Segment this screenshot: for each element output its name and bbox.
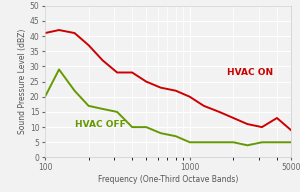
X-axis label: Frequency (One-Third Octave Bands): Frequency (One-Third Octave Bands) (98, 175, 238, 184)
Y-axis label: Sound Pressure Level (dBZ): Sound Pressure Level (dBZ) (18, 29, 27, 134)
Text: HVAC ON: HVAC ON (227, 68, 273, 77)
Text: HVAC OFF: HVAC OFF (75, 120, 125, 129)
